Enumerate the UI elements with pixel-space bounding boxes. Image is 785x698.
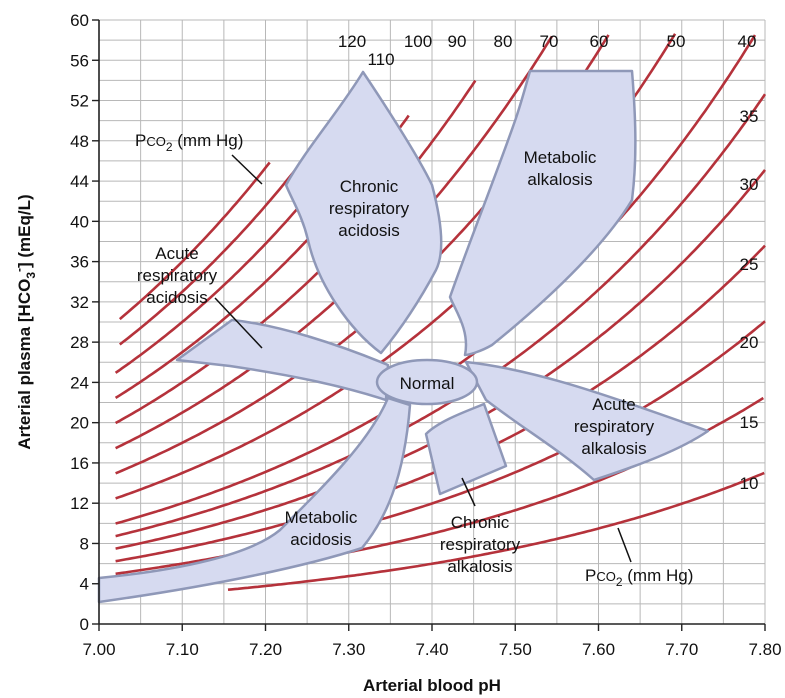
region-label-chronic-respiratory-alkalosis: Chronic respiratory alkalosis (440, 513, 521, 576)
y-tick-label: 12 (70, 494, 89, 513)
y-tick-label: 60 (70, 11, 89, 30)
y-tick-label: 32 (70, 293, 89, 312)
isopleth-label-90: 90 (448, 32, 467, 51)
x-tick-label: 7.10 (166, 640, 199, 659)
disorder-regions (97, 69, 710, 604)
isopleth-label-35: 35 (740, 107, 759, 126)
y-tick-label: 0 (80, 615, 89, 634)
chronic-respiratory-alkalosis-region (424, 402, 508, 496)
x-tick-label: 7.40 (415, 640, 448, 659)
isopleth-label-15: 15 (740, 413, 759, 432)
isopleth-label-120: 120 (338, 32, 366, 51)
y-tick-label: 36 (70, 253, 89, 272)
isopleth-label-60: 60 (590, 32, 609, 51)
y-tick-label: 16 (70, 454, 89, 473)
region-label-acute-respiratory-acidosis: Acute respiratory acidosis (137, 244, 218, 307)
x-tick-label: 7.60 (582, 640, 615, 659)
x-tick-label: 7.00 (82, 640, 115, 659)
x-tick-label: 7.80 (748, 640, 781, 659)
x-axis-title: Arterial blood pH (363, 676, 501, 695)
acute-respiratory-alkalosis-region (464, 360, 710, 482)
y-tick-label: 48 (70, 132, 89, 151)
pco2-isopleth-110 (118, 155, 308, 346)
axes: 7.00 7.10 7.20 7.30 7.40 7.50 7.60 7.70 7.800481… (12, 11, 782, 695)
x-tick-label: 7.20 (249, 640, 282, 659)
pco2-isopleth-120 (118, 161, 271, 321)
y-tick-label: 44 (70, 172, 89, 191)
chronic-respiratory-alkalosis-leader (461, 477, 476, 507)
y-tick-label: 40 (70, 212, 89, 231)
x-tick-label: 7.50 (499, 640, 532, 659)
isopleth-label-25: 25 (740, 255, 759, 274)
metabolic-acidosis-region (97, 396, 412, 604)
y-tick-label: 56 (70, 51, 89, 70)
isopleth-label-80: 80 (494, 32, 513, 51)
y-tick-label: 4 (80, 575, 89, 594)
y-axis-title: Arterial plasma [HCO3-] (mEq/L) (12, 194, 38, 449)
y-tick-label: 8 (80, 534, 89, 553)
isopleth-label-20: 20 (740, 333, 759, 352)
y-tick-label: 24 (70, 373, 89, 392)
pco2-label-leader-upper (231, 154, 263, 185)
pco2-series-label-upper: PCO2 (mm Hg) (135, 131, 243, 154)
region-label-normal: Normal (400, 374, 455, 393)
isopleth-label-40: 40 (738, 32, 757, 51)
isopleth-label-30: 30 (740, 175, 759, 194)
x-tick-label: 7.30 (332, 640, 365, 659)
isopleth-label-110: 110 (367, 50, 394, 69)
normal-region (375, 358, 479, 406)
isopleth-label-50: 50 (667, 32, 686, 51)
pco2-isopleth-35 (115, 93, 767, 538)
x-tick-label: 7.70 (665, 640, 698, 659)
isopleth-label-100: 100 (404, 32, 432, 51)
y-tick-label: 28 (70, 333, 89, 352)
metabolic-alkalosis-region (448, 69, 637, 357)
pco2-isopleth-10 (227, 471, 765, 591)
acute-respiratory-acidosis-leader (214, 297, 263, 349)
isopleth-label-70: 70 (540, 32, 559, 51)
y-tick-label: 52 (70, 92, 89, 111)
chronic-respiratory-acidosis-region (284, 70, 443, 355)
pco2-series-label-lower: PCO2 (mm Hg) (585, 566, 693, 589)
region-label-metabolic-alkalosis: Metabolic alkalosis (524, 148, 597, 189)
region-label-metabolic-acidosis: Metabolic acidosis (285, 508, 358, 549)
y-tick-label: 20 (70, 414, 89, 433)
isopleth-label-10: 10 (740, 474, 759, 493)
pco2-label-leader-lower (617, 527, 632, 563)
region-label-acute-respiratory-alkalosis: Acute respiratory alkalosis (574, 395, 655, 458)
pco2-isopleths (114, 33, 767, 591)
region-label-chronic-respiratory-acidosis: Chronic respiratory acidosis (329, 177, 410, 240)
